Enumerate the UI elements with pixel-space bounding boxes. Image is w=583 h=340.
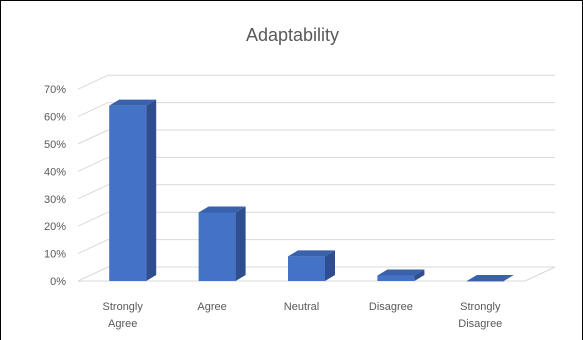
chart-title: Adaptability xyxy=(245,25,340,45)
bar xyxy=(466,281,504,282)
bar xyxy=(288,256,325,281)
gridline-side xyxy=(77,74,109,90)
x-tick-label: Agree xyxy=(108,318,137,330)
x-tick-label: Disagree xyxy=(458,318,502,330)
bar-top xyxy=(198,206,246,213)
gridline-side xyxy=(77,129,109,145)
gridline-side xyxy=(77,211,109,227)
gridline-side xyxy=(77,266,109,282)
bar xyxy=(198,212,236,281)
y-tick-label: 10% xyxy=(44,249,66,261)
bar-top xyxy=(377,269,425,276)
y-tick-label: 70% xyxy=(44,84,66,96)
x-tick-label: Agree xyxy=(197,301,226,313)
floor-edge xyxy=(524,266,556,282)
y-tick-label: 40% xyxy=(44,166,66,178)
gridline-side xyxy=(77,102,109,118)
y-tick-label: 20% xyxy=(44,221,66,233)
x-tick-label: Strongly xyxy=(460,301,501,313)
y-tick-label: 30% xyxy=(44,194,66,206)
gridline-side xyxy=(77,239,109,255)
gridline-side xyxy=(77,184,109,200)
gridline-side xyxy=(77,156,109,172)
x-tick-label: Disagree xyxy=(369,301,413,313)
bar-side xyxy=(235,206,246,281)
bar xyxy=(109,105,147,281)
x-tick-label: Strongly xyxy=(103,301,144,313)
bar-side xyxy=(325,250,335,281)
x-tick-label: Neutral xyxy=(284,301,319,313)
bar-side xyxy=(146,99,157,281)
bar-top xyxy=(288,250,335,257)
y-tick-label: 50% xyxy=(44,139,66,151)
bar-side xyxy=(414,269,425,281)
bar-top xyxy=(466,275,514,281)
y-tick-label: 0% xyxy=(50,276,66,288)
bar xyxy=(377,275,415,281)
y-tick-label: 60% xyxy=(44,112,66,124)
bar-top xyxy=(109,99,157,106)
